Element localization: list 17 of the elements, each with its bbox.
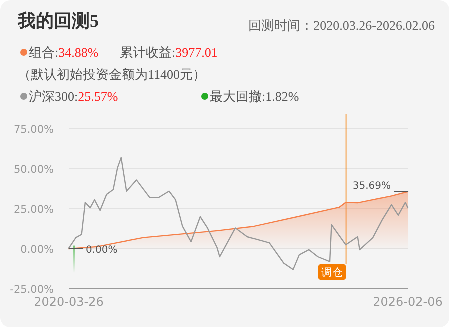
text: （默认初始投资金额为11400元）: [18, 67, 206, 82]
x-tick-label: 2020-03-26: [34, 295, 104, 309]
annotation: 35.69%: [352, 180, 391, 192]
y-tick-label: 0.00%: [20, 244, 54, 256]
x-tick-label: 2026-02-06: [373, 295, 443, 309]
legend-label: 沪深300:25.57%: [29, 89, 118, 104]
chart-title: 我的回测5: [17, 11, 99, 31]
legend-label: 最大回撤:1.82%: [210, 89, 300, 104]
y-tick-label: 75.00%: [14, 124, 54, 136]
y-tick-label: 25.00%: [14, 204, 54, 216]
text: 累计收益:3977.01: [120, 45, 218, 60]
legend-label: 组合:34.88%: [29, 45, 99, 60]
y-tick-label: 50.00%: [14, 164, 54, 176]
ref-line-label: 调仓: [321, 267, 344, 280]
annotation: 0.00%: [86, 245, 118, 256]
chart-subtitle: 回测时间：2020.03.26-2026.02.06: [248, 18, 436, 33]
y-tick-label: -25.00%: [10, 284, 54, 296]
